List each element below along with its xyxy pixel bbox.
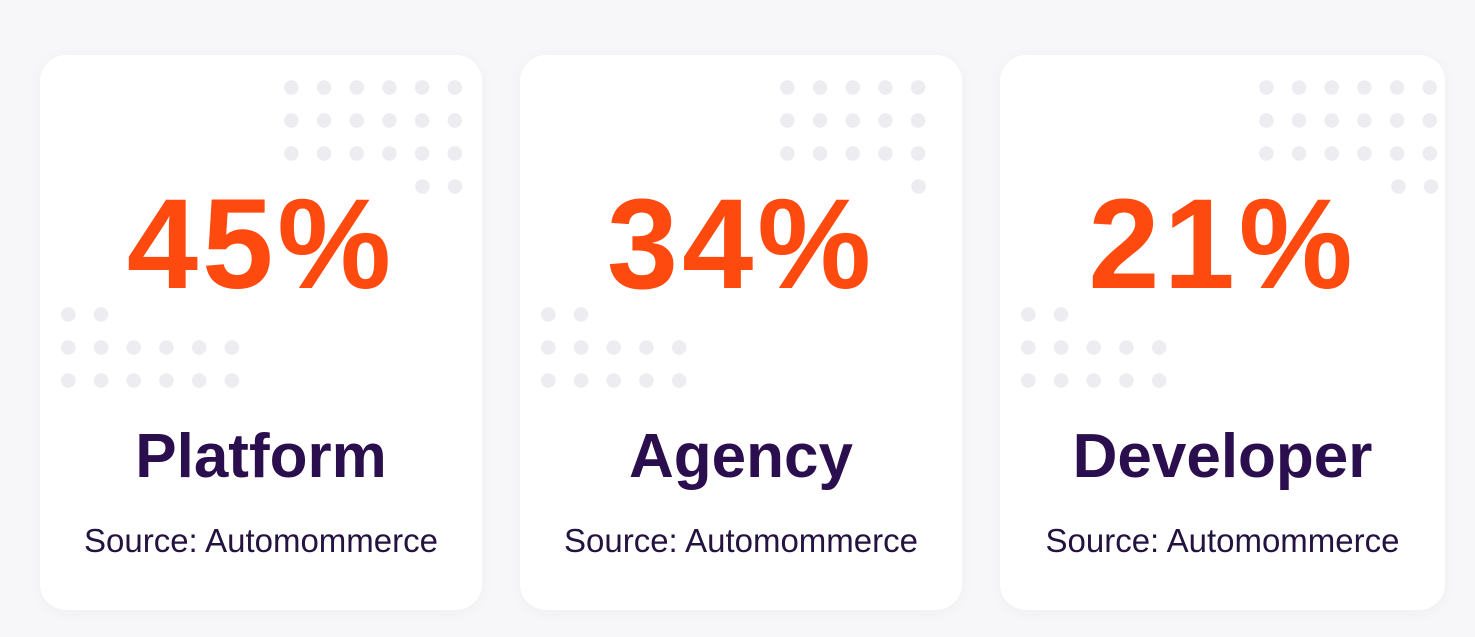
dot-pattern bbox=[275, 71, 471, 170]
stat-source: Source: Automommerce bbox=[84, 522, 438, 559]
dot-pattern bbox=[532, 331, 696, 397]
dot-pattern bbox=[406, 170, 472, 203]
stat-card: 34% Agency Source: Automommerce bbox=[520, 55, 962, 610]
dot-pattern bbox=[1012, 331, 1176, 397]
stat-source: Source: Automommerce bbox=[564, 522, 918, 559]
dot-pattern bbox=[902, 170, 935, 203]
dot-pattern bbox=[1382, 170, 1445, 203]
dot-pattern bbox=[532, 298, 598, 331]
stat-label: Agency bbox=[629, 422, 853, 491]
stat-label: Platform bbox=[135, 422, 387, 491]
stat-value: 34% bbox=[606, 173, 876, 316]
stat-source: Source: Automommerce bbox=[1045, 522, 1400, 559]
dot-pattern bbox=[1012, 298, 1078, 331]
stat-label: Developer bbox=[1072, 422, 1373, 491]
dot-pattern bbox=[771, 71, 935, 170]
stat-value: 21% bbox=[1088, 173, 1357, 316]
stat-card: 21% Developer Source: Automommerce bbox=[1000, 55, 1445, 610]
stat-value: 45% bbox=[126, 173, 396, 316]
dot-pattern bbox=[1250, 71, 1445, 170]
stat-card: 45% Platform Source: Automommerce bbox=[40, 55, 482, 610]
dot-pattern bbox=[52, 331, 248, 397]
dot-pattern bbox=[52, 298, 118, 331]
